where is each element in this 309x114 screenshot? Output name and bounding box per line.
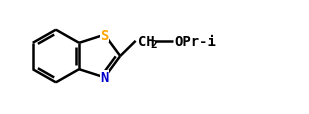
Text: S: S [100, 28, 109, 42]
Text: 2: 2 [150, 39, 157, 49]
Text: OPr-i: OPr-i [174, 35, 216, 48]
Text: N: N [100, 71, 109, 85]
Text: CH: CH [138, 35, 154, 48]
